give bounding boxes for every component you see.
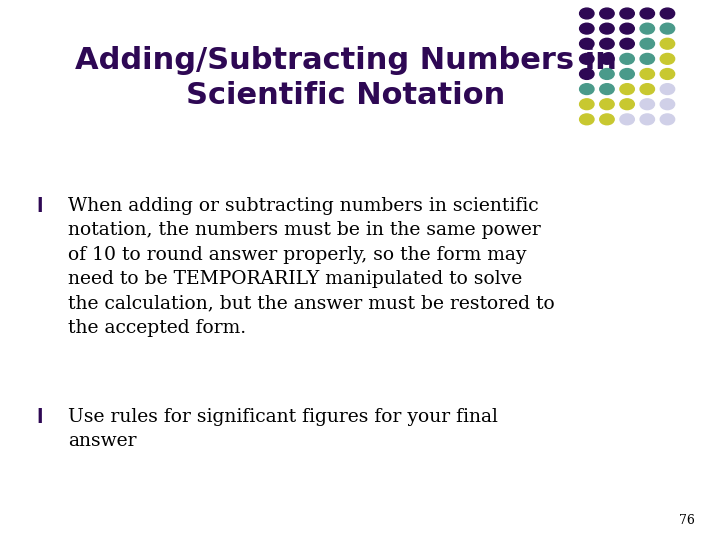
Circle shape (620, 114, 634, 125)
Text: l: l (36, 408, 43, 427)
Circle shape (580, 23, 594, 34)
Circle shape (580, 84, 594, 94)
Circle shape (640, 84, 654, 94)
Circle shape (600, 69, 614, 79)
Circle shape (640, 38, 654, 49)
Circle shape (620, 99, 634, 110)
Circle shape (620, 8, 634, 19)
Circle shape (640, 23, 654, 34)
Text: Use rules for significant figures for your final
answer: Use rules for significant figures for yo… (68, 408, 498, 450)
Circle shape (580, 99, 594, 110)
Circle shape (620, 23, 634, 34)
Circle shape (640, 99, 654, 110)
Text: When adding or subtracting numbers in scientific
notation, the numbers must be i: When adding or subtracting numbers in sc… (68, 197, 555, 336)
Circle shape (660, 84, 675, 94)
Circle shape (660, 8, 675, 19)
Circle shape (660, 23, 675, 34)
Circle shape (620, 84, 634, 94)
Circle shape (620, 53, 634, 64)
Circle shape (600, 8, 614, 19)
Circle shape (640, 53, 654, 64)
Circle shape (640, 114, 654, 125)
Circle shape (580, 53, 594, 64)
Text: l: l (36, 197, 43, 216)
Circle shape (620, 38, 634, 49)
Circle shape (600, 53, 614, 64)
Text: 76: 76 (679, 514, 695, 526)
Circle shape (600, 23, 614, 34)
Circle shape (640, 8, 654, 19)
Circle shape (660, 53, 675, 64)
Circle shape (580, 8, 594, 19)
Circle shape (580, 38, 594, 49)
Circle shape (660, 69, 675, 79)
Circle shape (600, 38, 614, 49)
Circle shape (600, 84, 614, 94)
Circle shape (600, 114, 614, 125)
Circle shape (580, 69, 594, 79)
Circle shape (620, 69, 634, 79)
Circle shape (660, 99, 675, 110)
Circle shape (660, 114, 675, 125)
Circle shape (600, 99, 614, 110)
Text: Adding/Subtracting Numbers in
Scientific Notation: Adding/Subtracting Numbers in Scientific… (75, 46, 616, 110)
Circle shape (580, 114, 594, 125)
Circle shape (660, 38, 675, 49)
Circle shape (640, 69, 654, 79)
